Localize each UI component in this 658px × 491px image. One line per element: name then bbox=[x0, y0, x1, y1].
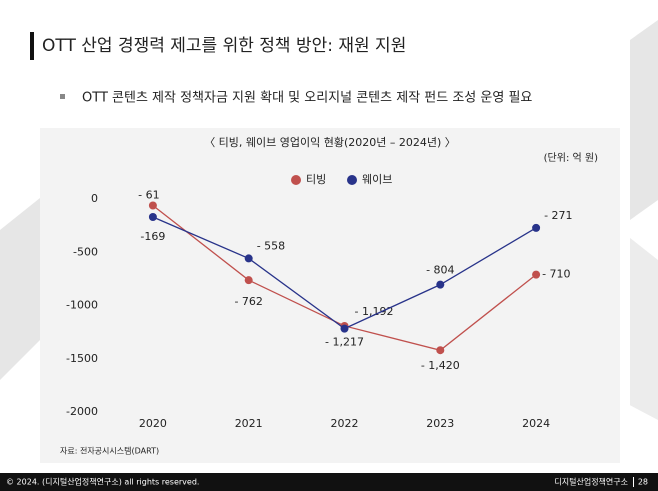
data-label: - 558 bbox=[257, 239, 285, 252]
x-tick-label: 2022 bbox=[331, 417, 359, 430]
footer-sep bbox=[633, 477, 634, 487]
y-tick-label: -1500 bbox=[66, 352, 98, 365]
legend-marker bbox=[291, 175, 301, 185]
x-tick-label: 2024 bbox=[522, 417, 550, 430]
y-tick-label: -2000 bbox=[66, 405, 98, 418]
data-point bbox=[436, 346, 445, 355]
data-point bbox=[148, 201, 157, 210]
y-tick-label: -1000 bbox=[66, 299, 98, 312]
data-label: - 762 bbox=[234, 295, 262, 308]
data-label: - 804 bbox=[426, 264, 454, 277]
data-point bbox=[532, 270, 541, 279]
chart-title: 〈 티빙, 웨이브 영업이익 현황(2020년 – 2024년) 〉 bbox=[204, 136, 456, 149]
x-tick-label: 2020 bbox=[139, 417, 167, 430]
legend-label: 웨이브 bbox=[362, 173, 392, 186]
data-label: -169 bbox=[140, 230, 165, 243]
data-label: - 1,217 bbox=[325, 336, 364, 349]
footer-bar bbox=[0, 473, 658, 491]
y-tick-label: 0 bbox=[91, 192, 98, 205]
decor bbox=[0, 190, 50, 380]
x-tick-label: 2023 bbox=[426, 417, 454, 430]
legend-marker bbox=[347, 175, 357, 185]
x-tick-label: 2021 bbox=[235, 417, 263, 430]
data-point bbox=[436, 280, 445, 289]
unit-label: (단위: 억 원) bbox=[544, 151, 598, 164]
data-point bbox=[244, 276, 253, 285]
decor bbox=[630, 20, 658, 220]
title-bar bbox=[30, 32, 34, 60]
copyright: © 2024. (디지털산업정책연구소) all rights reserved… bbox=[6, 477, 199, 487]
data-label: - 710 bbox=[542, 268, 570, 281]
bullet-mark bbox=[60, 94, 65, 99]
slide-title: OTT 산업 경쟁력 제고를 위한 정책 방안: 재원 지원 bbox=[42, 36, 406, 56]
data-point bbox=[244, 254, 253, 263]
data-label: - 61 bbox=[138, 188, 159, 201]
source: 자료: 전자공시시스템(DART) bbox=[60, 446, 159, 456]
legend-label: 티빙 bbox=[306, 173, 326, 186]
data-point bbox=[148, 212, 157, 221]
data-point bbox=[532, 223, 541, 232]
y-tick-label: -500 bbox=[73, 245, 98, 258]
chart-area bbox=[40, 128, 620, 463]
data-label: - 1,420 bbox=[421, 359, 460, 372]
page-number: 28 bbox=[638, 478, 648, 487]
data-label: - 271 bbox=[544, 209, 572, 222]
data-point bbox=[340, 324, 349, 333]
bullet-text: OTT 콘텐츠 제작 정책자금 지원 확대 및 오리지널 콘텐츠 제작 펀드 조… bbox=[82, 91, 532, 106]
footer-org: 디지털산업정책연구소 bbox=[554, 477, 628, 487]
data-label: - 1,192 bbox=[355, 305, 394, 318]
